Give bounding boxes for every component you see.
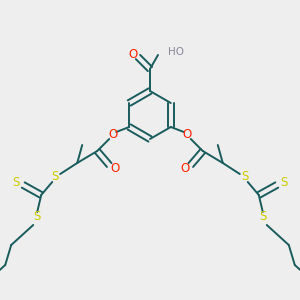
- Text: O: O: [182, 128, 191, 142]
- Text: O: O: [109, 128, 118, 142]
- Text: S: S: [34, 211, 41, 224]
- Text: S: S: [259, 211, 266, 224]
- Text: O: O: [180, 163, 189, 176]
- Text: O: O: [128, 47, 138, 61]
- Text: HO: HO: [168, 47, 184, 57]
- Text: S: S: [241, 170, 248, 184]
- Text: S: S: [13, 176, 20, 190]
- Text: O: O: [111, 163, 120, 176]
- Text: S: S: [52, 170, 59, 184]
- Text: S: S: [280, 176, 287, 190]
